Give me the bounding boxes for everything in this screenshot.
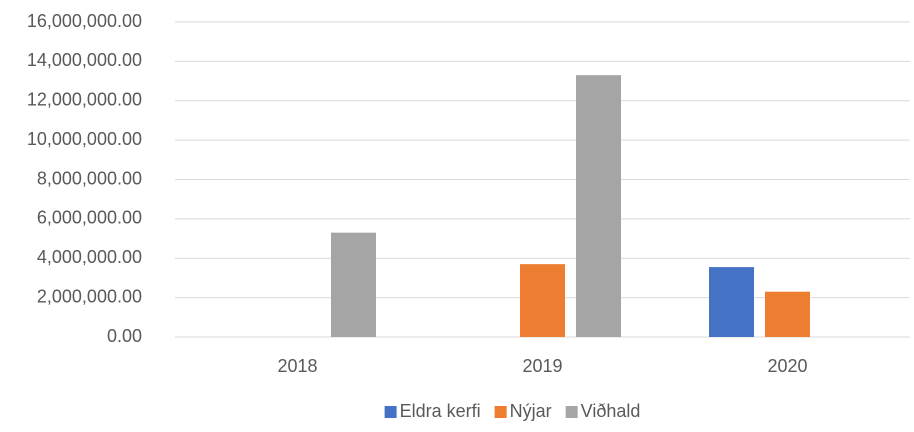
y-tick-label: 16,000,000.00 [27,11,142,31]
legend-swatch [384,406,397,418]
y-tick-label: 10,000,000.00 [27,129,142,149]
y-tick-label: 0.00 [107,326,142,346]
legend-label: Viðhald [581,401,641,421]
bar [576,75,621,337]
bar [709,267,754,337]
bar [331,232,376,337]
legend-swatch [565,406,578,418]
legend-swatch [494,406,507,418]
y-tick-label: 4,000,000.00 [37,247,142,267]
y-tick-label: 6,000,000.00 [37,208,142,228]
x-tick-label: 2020 [767,356,807,376]
bar [765,291,810,337]
y-tick-label: 8,000,000.00 [37,168,142,188]
legend-label: Eldra kerfi [400,401,481,421]
x-tick-label: 2018 [277,356,317,376]
y-tick-label: 2,000,000.00 [37,286,142,306]
bar [520,264,565,337]
x-tick-label: 2019 [522,356,562,376]
y-tick-label: 12,000,000.00 [27,90,142,110]
y-tick-label: 14,000,000.00 [27,50,142,70]
legend-label: Nýjar [510,401,552,421]
